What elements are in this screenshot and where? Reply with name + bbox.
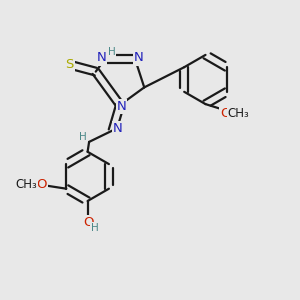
Text: N: N bbox=[113, 122, 123, 136]
Text: H: H bbox=[79, 132, 86, 142]
Text: CH₃: CH₃ bbox=[16, 178, 37, 191]
Text: H: H bbox=[108, 47, 116, 57]
Text: S: S bbox=[65, 58, 74, 70]
Text: H: H bbox=[91, 223, 99, 233]
Text: O: O bbox=[83, 216, 94, 230]
Text: O: O bbox=[36, 178, 46, 191]
Text: N: N bbox=[117, 100, 126, 113]
Text: O: O bbox=[220, 106, 231, 120]
Text: N: N bbox=[97, 52, 106, 64]
Text: CH₃: CH₃ bbox=[228, 106, 249, 120]
Text: N: N bbox=[134, 52, 143, 64]
